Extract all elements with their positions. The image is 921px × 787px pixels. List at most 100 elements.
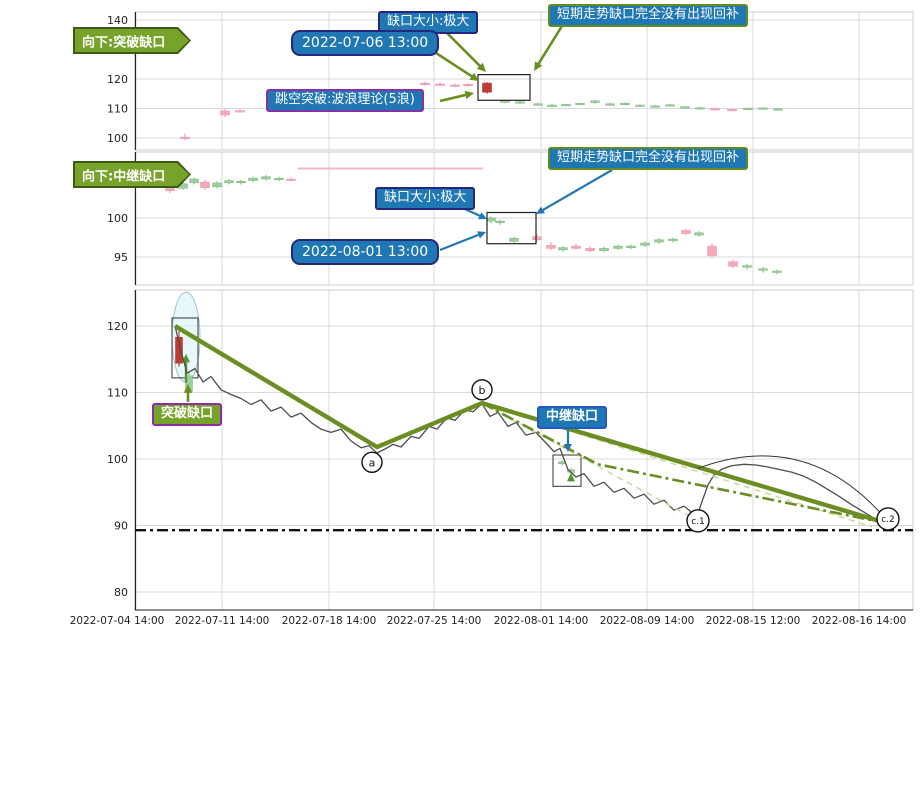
arrow-head	[478, 212, 487, 220]
candle-up	[620, 102, 630, 105]
panel-border	[134, 289, 914, 611]
candle-up	[212, 182, 222, 188]
trend-line	[173, 324, 889, 526]
candle-up	[575, 102, 585, 105]
price-line	[174, 325, 889, 525]
y-tick-label: 90	[114, 520, 128, 533]
arrow-head	[534, 61, 543, 71]
trend-overview-panel: 120 110 100 90 80 2022-07-04 14:00 2022-07-11 …	[70, 289, 914, 627]
label-runaway-gap: 中继缺口	[537, 406, 608, 429]
breakaway-gap-panel: 140 120 110 100	[107, 11, 914, 151]
candle-down	[585, 248, 595, 251]
candle-up	[695, 107, 705, 110]
direction-label-text: 向下:突破缺口	[82, 35, 166, 50]
candle-up	[547, 104, 557, 107]
arrow-line	[535, 25, 564, 67]
candle-up	[605, 103, 615, 106]
trend-projection-dashed	[481, 402, 699, 522]
arrow-banner-fill	[75, 29, 189, 52]
point-marker	[471, 379, 493, 401]
point-marker	[876, 507, 900, 531]
annotation-no-refill-2: 短期走势缺口完全没有出现回补	[548, 147, 749, 170]
y-tick-label: 110	[107, 387, 128, 400]
x-tick-label: 2022-08-16 14:00	[812, 615, 907, 627]
direction-label-text: 向下:中继缺口	[82, 169, 166, 184]
candle-up	[773, 108, 783, 111]
candle-down	[180, 136, 190, 139]
candle-up	[758, 107, 768, 110]
y-tick-label: 100	[107, 453, 128, 466]
highlight-rect	[552, 454, 582, 487]
candle-up	[613, 245, 623, 249]
y-tick-label: 110	[107, 103, 128, 116]
arrow-head	[476, 62, 486, 72]
arrow-head	[464, 90, 474, 100]
candle-down	[571, 245, 581, 249]
point-marker	[686, 509, 710, 533]
candle-down	[546, 245, 556, 249]
candle-down	[286, 178, 296, 181]
candle-down	[728, 261, 738, 267]
candle-up	[236, 181, 246, 184]
candle-down	[420, 82, 430, 85]
gap-highlight-box	[477, 73, 531, 101]
arrow-head	[536, 206, 545, 214]
x-tick-label: 2022-08-09 14:00	[600, 615, 695, 627]
y-tick-label: 100	[107, 212, 128, 225]
candle-down	[200, 181, 210, 188]
candle-up	[590, 100, 600, 103]
annotation-wave-theory: 跳空突破:波浪理论(5浪)	[266, 89, 424, 112]
candle-up	[743, 107, 753, 110]
candle-down	[450, 84, 460, 87]
y-tick-label: 120	[107, 73, 128, 86]
x-tick-label: 2022-08-01 14:00	[494, 615, 589, 627]
candle-down	[681, 230, 691, 234]
arrow-line	[435, 51, 475, 79]
y-tick-label: 100	[107, 132, 128, 145]
point-marker	[361, 451, 383, 473]
candle-up	[509, 238, 519, 242]
candle-down	[175, 337, 183, 364]
candle-up	[742, 265, 752, 268]
candle-up	[224, 180, 234, 184]
candle-up	[654, 239, 664, 243]
candle-up	[680, 106, 690, 109]
annotation-gap-date-2: 2022-08-01 13:00	[291, 239, 440, 266]
gap-highlight-box	[486, 211, 537, 245]
candle-up	[495, 220, 505, 223]
candle-up	[500, 100, 510, 103]
candle-up	[626, 245, 636, 248]
candle-up	[635, 104, 645, 107]
candle-up	[561, 104, 571, 107]
candle-up	[640, 242, 650, 246]
arrow-banner-fill	[75, 163, 189, 186]
arrow-line	[540, 169, 613, 213]
candle-down	[235, 110, 245, 113]
candle-up	[274, 177, 284, 181]
y-tick-label: 80	[114, 586, 128, 599]
arrow-line	[439, 232, 482, 252]
y-tick-label: 140	[107, 14, 128, 27]
x-tick-label: 2022-07-18 14:00	[282, 615, 377, 627]
direction-label-runaway-gap: 向下:中继缺口	[73, 161, 191, 188]
candle-up	[189, 178, 199, 184]
candle-up	[668, 238, 678, 241]
arrow-head	[477, 231, 486, 239]
annotation-no-refill-1: 短期走势缺口完全没有出现回补	[548, 4, 749, 27]
candle-up	[486, 217, 496, 222]
candle-up	[758, 268, 768, 271]
candle-up	[665, 104, 675, 107]
arrow-line	[439, 93, 469, 103]
candle-up	[515, 101, 525, 104]
arrow-head	[567, 472, 575, 482]
candle-up	[772, 270, 782, 273]
y-tick-label: 95	[114, 251, 128, 264]
arrow-head	[183, 384, 193, 393]
panel-border	[134, 11, 914, 151]
x-tick-label: 2022-08-15 12:00	[706, 615, 801, 627]
arrow-line	[446, 32, 483, 69]
candle-up	[248, 177, 258, 181]
candle-down	[710, 108, 720, 111]
candle-up	[558, 247, 568, 251]
annotation-arrows	[183, 25, 613, 452]
